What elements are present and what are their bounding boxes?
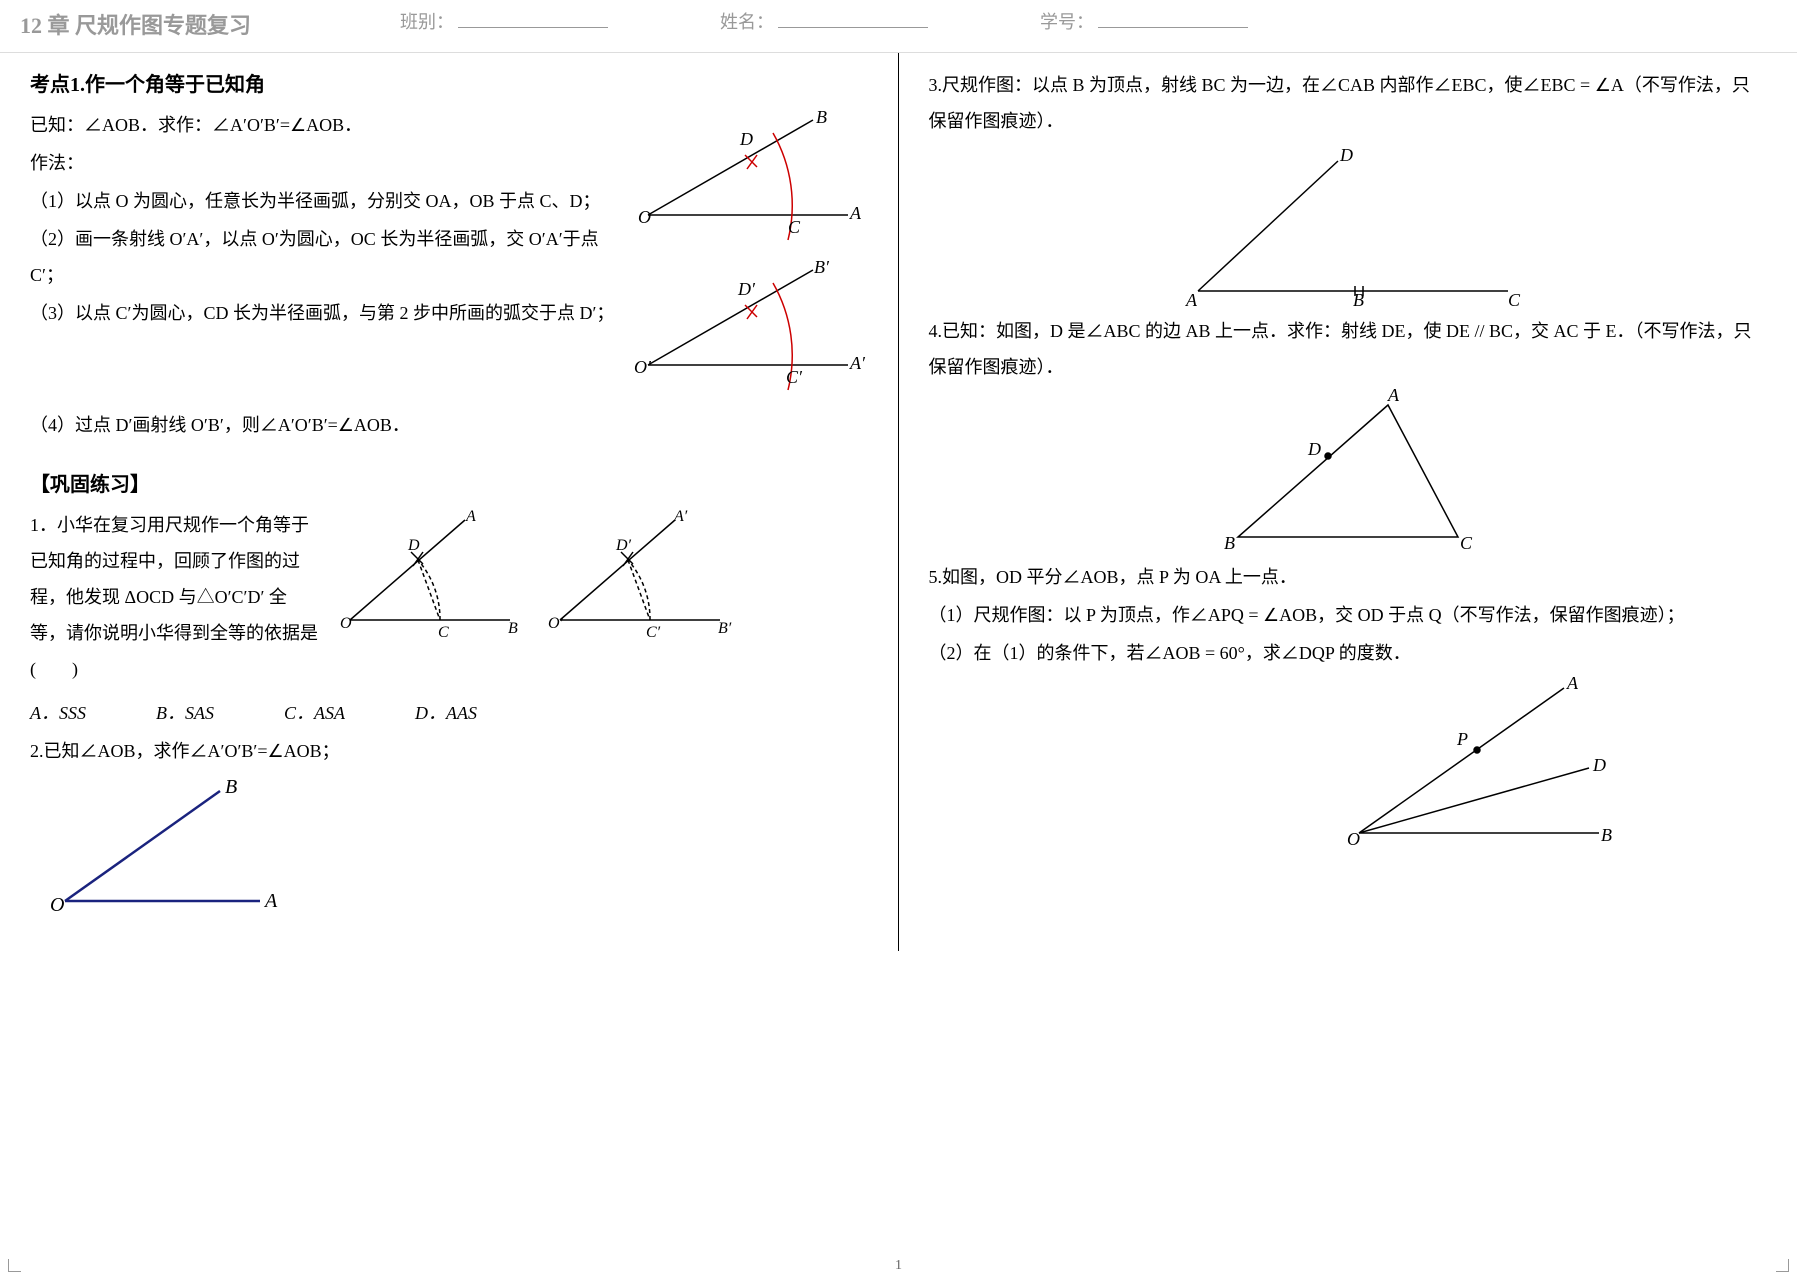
figure-q5: O B D A P: [1329, 673, 1629, 853]
svg-text:D: D: [407, 537, 420, 554]
svg-text:D′: D′: [615, 537, 632, 554]
svg-text:A: A: [1185, 290, 1198, 310]
svg-text:C: C: [438, 624, 449, 641]
question-1-options: A．SSS B．SAS C．ASA D．AAS: [30, 695, 868, 731]
chapter-title: 12 章 尺规作图专题复习: [20, 4, 360, 48]
svg-text:D: D: [739, 129, 753, 149]
option-b: B．SAS: [156, 695, 214, 731]
svg-text:B′: B′: [718, 620, 732, 637]
svg-text:O: O: [340, 615, 352, 632]
svg-text:C′: C′: [786, 367, 803, 387]
class-field: 班别：: [400, 4, 680, 48]
right-column: 3.尺规作图：以点 B 为顶点，射线 BC 为一边，在∠CAB 内部作∠EBC，…: [899, 53, 1797, 951]
practice-title: 【巩固练习】: [30, 465, 868, 505]
svg-text:O′: O′: [634, 357, 652, 377]
svg-text:C: C: [1460, 533, 1473, 553]
question-5-2: （2）在（1）的条件下，若∠AOB = 60°，求∠DQP 的度数．: [929, 635, 1768, 671]
question-1: 1．小华在复习用尺规作一个角等于已知角的过程中，回顾了作图的过程，他发现 ΔOC…: [30, 507, 320, 687]
svg-text:A: A: [1566, 673, 1579, 693]
figure-angle-aob: O C A D B O′ C′ A′ D′ B′: [628, 105, 868, 405]
id-field: 学号：: [1040, 4, 1320, 48]
question-4: 4.已知：如图，D 是∠ABC 的边 AB 上一点．求作：射线 DE，使 DE …: [929, 313, 1768, 385]
svg-text:A: A: [1387, 387, 1400, 405]
crop-corner-bl: [8, 1259, 21, 1272]
step-1: （1）以点 O 为圆心，任意长为半径画弧，分别交 OA，OB 于点 C、D；: [30, 183, 618, 219]
step-2: （2）画一条射线 O′A′，以点 O′为圆心，OC 长为半径画弧，交 O′A′于…: [30, 221, 618, 293]
step-3: （3）以点 C′为圆心，CD 长为半径画弧，与第 2 步中所画的弧交于点 D′；: [30, 295, 618, 331]
question-5-1: （1）尺规作图：以 P 为顶点，作∠APQ = ∠AOB，交 OD 于点 Q（不…: [929, 597, 1768, 633]
svg-text:O: O: [638, 207, 651, 227]
option-d: D．AAS: [415, 695, 477, 731]
svg-text:O: O: [1347, 829, 1360, 849]
svg-text:D′: D′: [737, 279, 756, 299]
topic-1-title: 考点1.作一个角等于已知角: [30, 65, 868, 105]
svg-text:B′: B′: [814, 257, 830, 277]
crop-corner-br: [1776, 1259, 1789, 1272]
svg-text:D: D: [1592, 755, 1606, 775]
svg-text:B: B: [1601, 825, 1612, 845]
worksheet-header: 12 章 尺规作图专题复习 班别： 姓名： 学号：: [0, 0, 1797, 53]
svg-text:C′: C′: [646, 624, 661, 641]
content-columns: 考点1.作一个角等于已知角 已知：∠AOB．求作：∠A′O′B′=∠AOB． 作…: [0, 53, 1797, 951]
svg-text:A: A: [849, 203, 862, 223]
question-3: 3.尺规作图：以点 B 为顶点，射线 BC 为一边，在∠CAB 内部作∠EBC，…: [929, 67, 1768, 139]
figure-q3: A B C D: [1158, 141, 1538, 311]
option-c: C．ASA: [284, 695, 345, 731]
svg-text:O′: O′: [548, 615, 564, 632]
option-a: A．SSS: [30, 695, 86, 731]
step-4: （4）过点 D′画射线 O′B′，则∠A′O′B′=∠AOB．: [30, 407, 868, 443]
left-column: 考点1.作一个角等于已知角 已知：∠AOB．求作：∠A′O′B′=∠AOB． 作…: [0, 53, 899, 951]
svg-text:O: O: [50, 894, 64, 916]
svg-text:B: B: [225, 776, 237, 798]
figure-q2-aob: O A B: [40, 771, 300, 931]
figure-q1-ocd: O C B D A: [330, 505, 530, 645]
svg-text:A′: A′: [849, 353, 866, 373]
svg-text:A: A: [263, 890, 278, 912]
svg-text:A′: A′: [673, 508, 688, 525]
svg-text:D: D: [1307, 439, 1321, 459]
question-2: 2.已知∠AOB，求作∠A′O′B′=∠AOB；: [30, 733, 868, 769]
svg-text:B: B: [1224, 533, 1235, 553]
question-5: 5.如图，OD 平分∠AOB，点 P 为 OA 上一点．: [929, 559, 1768, 595]
method-label: 作法：: [30, 145, 618, 181]
svg-text:C: C: [1508, 290, 1521, 310]
figure-q1-ocd-prime: O′ C′ B′ D′ A′: [540, 505, 740, 645]
svg-text:C: C: [788, 217, 801, 237]
name-field: 姓名：: [720, 4, 1000, 48]
svg-text:A: A: [465, 508, 476, 525]
svg-text:B: B: [816, 107, 827, 127]
figure-q4: A B C D: [1188, 387, 1508, 557]
svg-text:P: P: [1456, 729, 1468, 749]
given-statement: 已知：∠AOB．求作：∠A′O′B′=∠AOB．: [30, 107, 618, 143]
svg-text:B: B: [508, 620, 518, 637]
page-number: 1: [895, 1252, 902, 1280]
svg-text:D: D: [1339, 145, 1353, 165]
